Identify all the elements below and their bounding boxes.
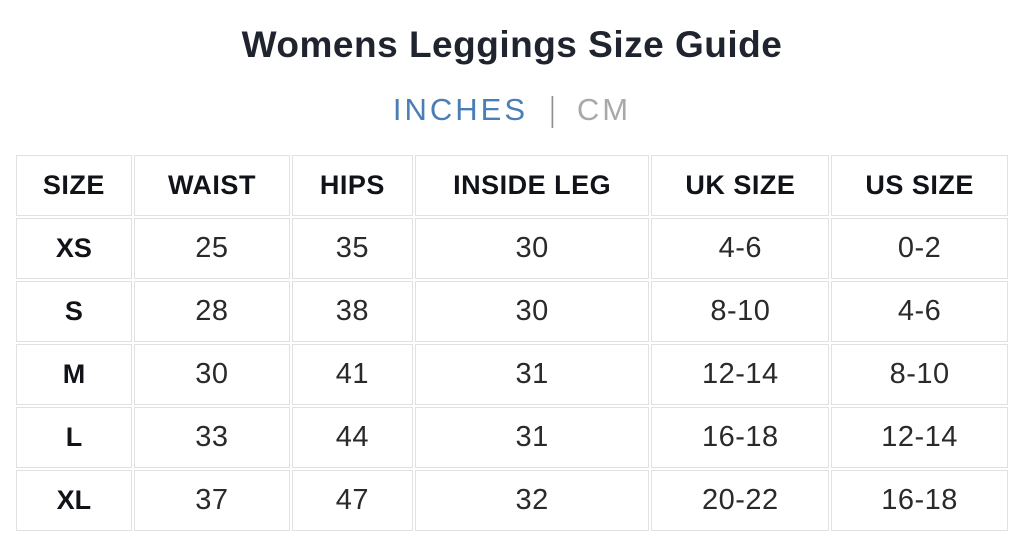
unit-toggle: INCHES | CM bbox=[0, 90, 1024, 130]
size-guide-table: SIZE WAIST HIPS INSIDE LEG UK SIZE US SI… bbox=[14, 153, 1010, 533]
cell-hips: 38 bbox=[292, 281, 413, 342]
cell-size-label: S bbox=[16, 281, 132, 342]
cell-inside-leg: 31 bbox=[414, 407, 650, 468]
cell-uk-size: 12-14 bbox=[651, 344, 830, 405]
cell-us-size: 4-6 bbox=[831, 281, 1008, 342]
cell-size-label: XL bbox=[16, 470, 132, 531]
cell-inside-leg: 30 bbox=[414, 218, 650, 279]
unit-option-cm[interactable]: CM bbox=[576, 92, 632, 127]
cell-size-label: XS bbox=[16, 218, 132, 279]
header-us-size: US SIZE bbox=[831, 155, 1008, 216]
cell-inside-leg: 31 bbox=[414, 344, 650, 405]
cell-uk-size: 20-22 bbox=[651, 470, 830, 531]
table-row: XL 37 47 32 20-22 16-18 bbox=[16, 470, 1008, 531]
table-row: XS 25 35 30 4-6 0-2 bbox=[16, 218, 1008, 279]
cell-inside-leg: 30 bbox=[414, 281, 650, 342]
cell-uk-size: 8-10 bbox=[651, 281, 830, 342]
cell-waist: 33 bbox=[133, 407, 290, 468]
cell-uk-size: 4-6 bbox=[651, 218, 830, 279]
cell-waist: 28 bbox=[133, 281, 290, 342]
cell-us-size: 8-10 bbox=[831, 344, 1008, 405]
header-inside-leg: INSIDE LEG bbox=[414, 155, 650, 216]
cell-hips: 41 bbox=[292, 344, 413, 405]
cell-inside-leg: 32 bbox=[414, 470, 650, 531]
header-size: SIZE bbox=[16, 155, 132, 216]
cell-hips: 47 bbox=[292, 470, 413, 531]
cell-us-size: 16-18 bbox=[831, 470, 1008, 531]
cell-hips: 35 bbox=[292, 218, 413, 279]
header-uk-size: UK SIZE bbox=[651, 155, 830, 216]
cell-hips: 44 bbox=[292, 407, 413, 468]
header-waist: WAIST bbox=[133, 155, 290, 216]
cell-size-label: M bbox=[16, 344, 132, 405]
cell-waist: 25 bbox=[133, 218, 290, 279]
table-row: M 30 41 31 12-14 8-10 bbox=[16, 344, 1008, 405]
unit-option-inches[interactable]: INCHES bbox=[392, 92, 529, 127]
table-row: S 28 38 30 8-10 4-6 bbox=[16, 281, 1008, 342]
table-header-row: SIZE WAIST HIPS INSIDE LEG UK SIZE US SI… bbox=[16, 155, 1008, 216]
header-hips: HIPS bbox=[292, 155, 413, 216]
cell-waist: 30 bbox=[133, 344, 290, 405]
cell-size-label: L bbox=[16, 407, 132, 468]
cell-waist: 37 bbox=[133, 470, 290, 531]
cell-uk-size: 16-18 bbox=[651, 407, 830, 468]
cell-us-size: 12-14 bbox=[831, 407, 1008, 468]
unit-divider: | bbox=[549, 90, 556, 129]
page-title: Womens Leggings Size Guide bbox=[241, 24, 783, 65]
cell-us-size: 0-2 bbox=[831, 218, 1008, 279]
table-row: L 33 44 31 16-18 12-14 bbox=[16, 407, 1008, 468]
